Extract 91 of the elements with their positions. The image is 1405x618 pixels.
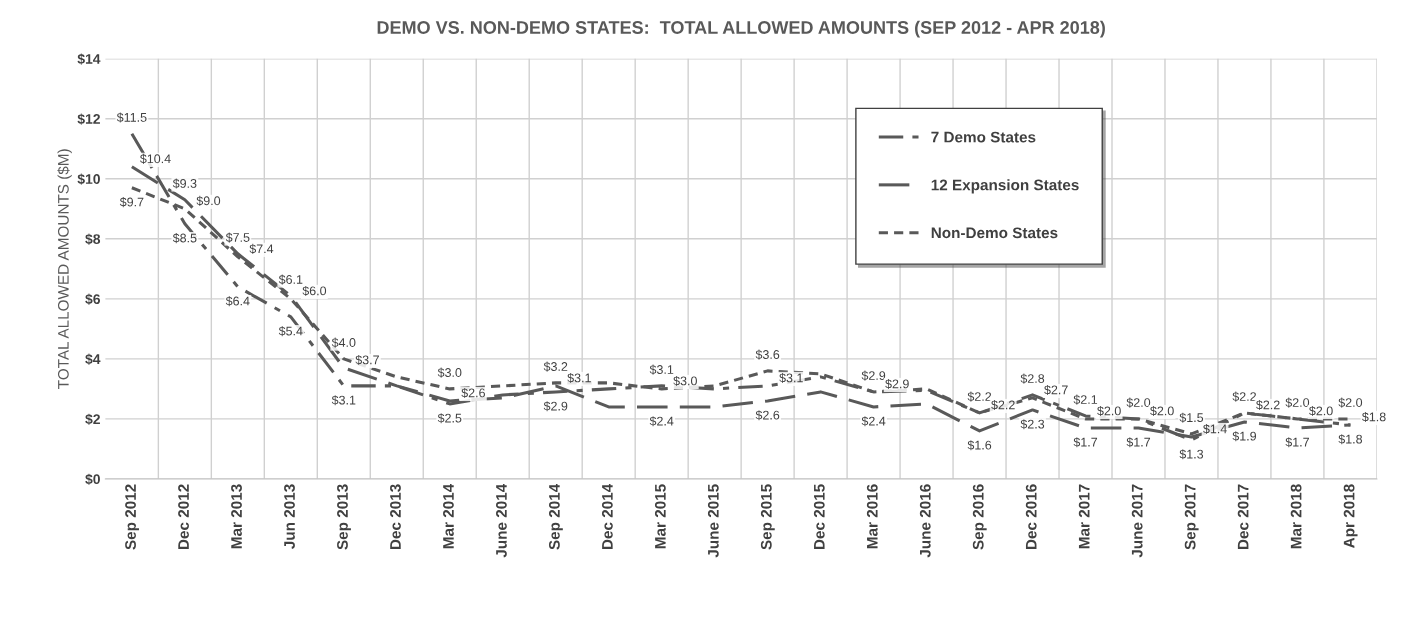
y-axis-title: TOTAL ALLOWED AMOUNTS ($M) (57, 149, 72, 389)
y-tick-label: $8 (85, 233, 101, 245)
data-label: $5.4 (278, 326, 303, 337)
data-label: $3.0 (673, 375, 697, 387)
data-label: $1.4 (1203, 423, 1227, 435)
legend-label: Non-Demo States (931, 227, 1058, 239)
data-label: $1.6 (967, 440, 992, 451)
data-label: $2.4 (649, 416, 674, 427)
data-label: $3.1 (649, 364, 674, 375)
x-tick-label: Dec 2015 (813, 484, 825, 550)
x-tick-label: Mar 2017 (1078, 484, 1090, 549)
y-tick-label: $6 (85, 293, 101, 305)
y-tick-label: $0 (85, 473, 100, 486)
data-label: $3.6 (755, 349, 780, 360)
data-label: $2.0 (1150, 405, 1174, 417)
x-tick-label: Apr 2018 (1343, 484, 1358, 548)
x-tick-label: Mar 2018 (1290, 484, 1302, 549)
x-tick-label: June 2014 (496, 483, 507, 558)
legend-label: 7 Demo States (931, 131, 1036, 143)
data-label: $2.2 (967, 391, 992, 402)
data-label: $2.0 (1097, 405, 1121, 417)
data-label: $11.5 (116, 112, 147, 123)
data-label: $6.0 (302, 285, 327, 296)
data-label: $1.3 (1179, 449, 1204, 460)
data-label: $2.2 (1232, 391, 1256, 402)
data-label: $2.9 (885, 378, 909, 390)
chart-title: DEMO VS. NON-DEMO STATES: TOTAL ALLOWED AMOUNTS (SEP 2012 - APR 2018) (377, 20, 1105, 38)
x-tick-label: Mar 2013 (231, 484, 242, 549)
data-label: $1.7 (1285, 437, 1309, 448)
data-label: $2.9 (861, 370, 886, 381)
data-label: $2.5 (437, 413, 462, 424)
data-label: $1.9 (1232, 431, 1257, 442)
x-tick-label: Dec 2014 (601, 483, 613, 550)
data-label: $2.9 (543, 401, 568, 412)
x-tick-label: Dec 2013 (390, 484, 401, 550)
data-label: $2.1 (1073, 394, 1098, 405)
data-label: $9.0 (196, 195, 221, 206)
x-tick-label: June 2017 (1131, 484, 1143, 558)
data-label: $1.8 (1361, 411, 1386, 423)
y-tick-label: $10 (77, 173, 100, 185)
x-tick-label: Jun 2013 (284, 484, 295, 549)
x-tick-label: Dec 2012 (178, 484, 189, 550)
x-tick-label: Sep 2016 (972, 484, 987, 550)
data-label: $2.0 (1338, 397, 1363, 408)
data-label: $3.1 (331, 395, 356, 406)
x-tick-label: Sep 2015 (760, 484, 775, 550)
x-tick-label: Mar 2014 (443, 483, 454, 549)
data-label: $2.0 (1126, 397, 1151, 408)
y-tick-label: $2 (85, 413, 100, 425)
x-tick-label: Mar 2016 (866, 484, 878, 549)
data-label: $2.4 (861, 416, 886, 427)
x-tick-label: Mar 2015 (654, 484, 666, 549)
data-label: $8.5 (172, 233, 197, 244)
x-tick-label: Sep 2017 (1184, 484, 1199, 550)
y-tick-label: $14 (77, 53, 101, 65)
data-label: $1.8 (1338, 434, 1363, 445)
data-label: $2.2 (991, 399, 1015, 411)
x-tick-label: Sep 2013 (337, 484, 351, 550)
data-label: $3.1 (567, 372, 591, 384)
data-label: $3.0 (437, 367, 462, 378)
data-label: $2.8 (1020, 373, 1045, 384)
data-label: $9.3 (172, 178, 197, 189)
data-label: $3.2 (543, 361, 568, 372)
data-label: $6.1 (278, 274, 303, 285)
data-label: $1.5 (1179, 412, 1204, 423)
data-label: $1.7 (1073, 437, 1098, 448)
data-label: $10.4 (139, 153, 171, 164)
data-label: $3.1 (779, 372, 803, 384)
x-tick-label: Sep 2012 (125, 484, 139, 550)
data-label: $1.7 (1126, 437, 1151, 448)
x-tick-label: Dec 2016 (1025, 484, 1037, 550)
data-label: $2.7 (1044, 384, 1068, 396)
x-tick-label: Sep 2014 (548, 483, 563, 550)
x-tick-label: June 2016 (919, 484, 931, 558)
data-label: $2.0 (1285, 397, 1310, 408)
data-label: $2.6 (461, 387, 485, 399)
x-tick-label: June 2015 (707, 484, 719, 558)
data-label: $2.0 (1309, 405, 1333, 417)
data-label: $9.7 (119, 197, 144, 208)
y-tick-label: $12 (77, 113, 100, 125)
data-label: $7.4 (249, 243, 274, 254)
data-label: $2.3 (1020, 419, 1045, 430)
data-label: $4.0 (331, 337, 356, 348)
data-label: $7.5 (225, 232, 250, 243)
data-label: $6.4 (225, 296, 250, 307)
legend-label: 12 Expansion States (931, 179, 1079, 194)
data-label: $3.7 (355, 354, 379, 366)
data-label: $2.6 (755, 410, 780, 421)
x-tick-label: Dec 2017 (1237, 484, 1249, 550)
data-label: $2.2 (1256, 399, 1280, 411)
y-tick-label: $4 (85, 353, 101, 365)
